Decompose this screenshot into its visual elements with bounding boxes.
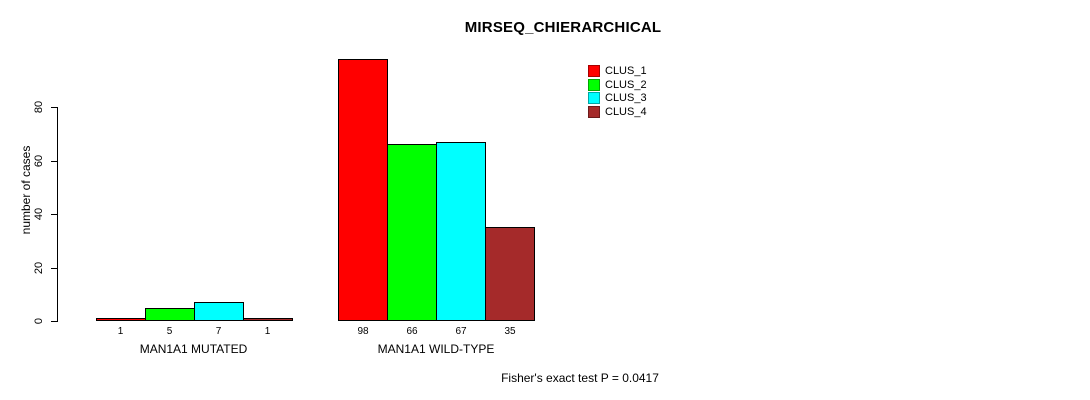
bar-value-label: 1 (117, 326, 124, 337)
legend-label: CLUS_3 (605, 92, 647, 105)
legend-item: CLUS_2 (588, 78, 647, 91)
y-tick-label: 0 (33, 317, 45, 325)
legend-item: CLUS_1 (588, 65, 647, 77)
bar-value-label: 5 (166, 326, 173, 337)
chart-title: MIRSEQ_CHIERARCHICAL (464, 19, 662, 36)
legend-swatch-clus_4 (588, 105, 600, 118)
y-tick-label: 60 (33, 154, 45, 168)
legend-label: CLUS_1 (605, 65, 647, 77)
bar-clus_2-group2 (387, 144, 437, 321)
legend-label: CLUS_4 (605, 105, 647, 118)
y-tick-mark (51, 268, 57, 269)
bar-clus_2-group1 (144, 307, 195, 321)
bar-clus_1-group2 (338, 58, 388, 321)
annotation-text: Fisher's exact test P = 0.0417 (501, 371, 659, 385)
legend-label: CLUS_2 (605, 78, 647, 91)
bar-clus_4-group1 (242, 318, 293, 321)
bar-value-label: 98 (357, 326, 369, 337)
x-category-label: MAN1A1 MUTATED (139, 342, 248, 356)
x-category-label: MAN1A1 WILD-TYPE (377, 342, 495, 356)
bar-value-label: 7 (215, 326, 222, 337)
bar-clus_1-group1 (95, 318, 146, 321)
y-tick-label: 40 (33, 207, 45, 221)
legend-item: CLUS_3 (588, 92, 647, 105)
legend-item: CLUS_4 (588, 105, 647, 118)
bar-value-label: 66 (406, 326, 418, 337)
y-tick-mark (51, 321, 57, 322)
bar-value-label: 1 (264, 326, 271, 337)
bar-clus_4-group2 (485, 227, 535, 321)
y-axis-line (57, 107, 58, 322)
y-tick-label: 20 (33, 261, 45, 275)
y-tick-label: 80 (33, 100, 45, 114)
bar-value-label: 67 (455, 326, 467, 337)
y-tick-mark (51, 214, 57, 215)
bar-clus_3-group2 (436, 141, 486, 321)
legend-swatch-clus_1 (588, 65, 600, 77)
bar-clus_3-group1 (193, 302, 244, 321)
legend-swatch-clus_3 (588, 92, 600, 105)
y-tick-mark (51, 107, 57, 108)
legend: CLUS_1 CLUS_2 CLUS_3 CLUS_4 (588, 65, 647, 118)
legend-swatch-clus_2 (588, 78, 600, 91)
y-tick-mark (51, 161, 57, 162)
bar-value-label: 35 (504, 326, 516, 337)
